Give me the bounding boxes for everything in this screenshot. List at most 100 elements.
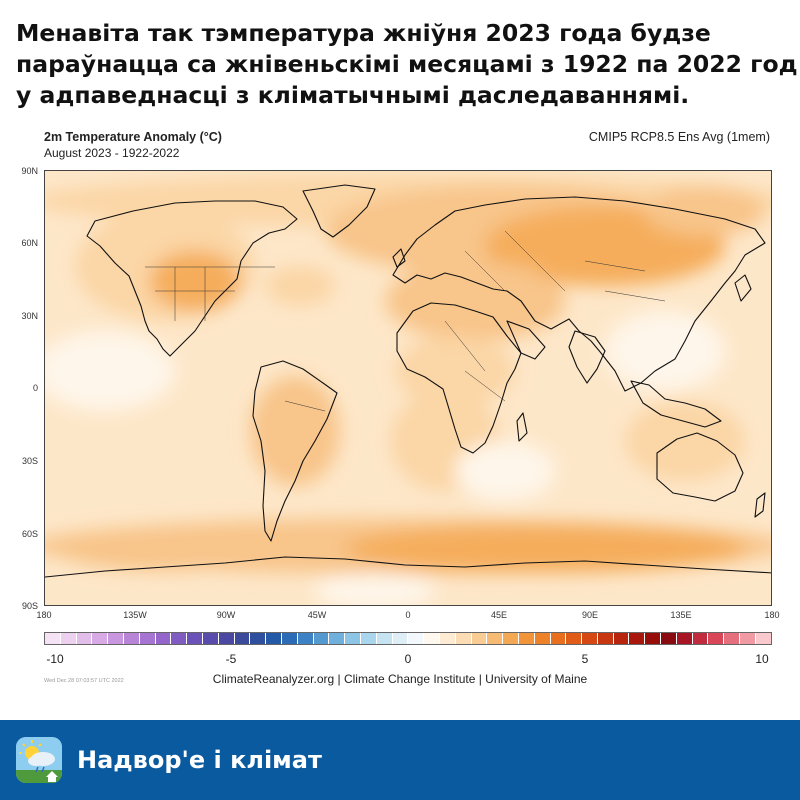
colorbar-swatch [439,633,456,644]
colorbar-swatch [250,633,267,644]
lat-label: 90N [21,166,38,176]
colorbar-swatch [661,633,677,644]
colorbar-swatch [518,633,535,644]
headline: Менавіта так тэмпература жніўня 2023 год… [16,18,798,111]
colorbar-swatch [724,633,741,644]
lat-label: 60S [21,529,38,539]
colorbar-label: 5 [581,652,589,666]
colorbar-swatch [534,633,551,644]
colorbar-label: -10 [46,652,64,666]
weather-icon-graphic [16,737,62,783]
map-model-label: CMIP5 RCP8.5 Ens Avg (1mem) [588,130,770,144]
madagascar-coast [516,412,528,442]
colorbar-swatch [329,633,346,644]
colorbar-swatch [92,633,109,644]
lon-label: 135E [670,610,692,620]
colorbar-swatch [487,633,504,644]
colorbar-swatch [60,633,77,644]
colorbar-swatch [613,633,630,644]
uk-coast [392,248,406,268]
antarctica-coast [45,556,771,578]
lon-label: 90W [216,610,236,620]
lon-label: 45W [307,610,327,620]
arabia-coast [506,320,546,360]
colorbar-swatch [266,633,282,644]
europe-asia-coast [392,196,766,392]
india-coast [568,330,606,384]
colorbar-swatch [471,633,488,644]
colorbar-label: -5 [225,652,237,666]
colorbar [44,632,772,645]
colorbar-swatch [408,633,425,644]
colorbar-swatch [376,633,393,644]
lon-label: 180 [36,610,52,620]
credits: ClimateReanalyzer.org | Climate Change I… [212,672,588,686]
colorbar-swatch [645,633,662,644]
colorbar-swatch [676,633,693,644]
colorbar-swatch [171,633,188,644]
colorbar-swatch [566,633,583,644]
lat-label: 30N [21,311,38,321]
timestamp: Wed Dec 28 07:03:57 UTC 2022 [44,678,124,684]
colorbar-swatch [234,633,251,644]
southeast-asia-coast [630,380,722,428]
lon-label: 90E [581,610,598,620]
colorbar-swatch [281,633,298,644]
lon-label: 45E [490,610,507,620]
lon-label: 135W [123,610,147,620]
greenland-coast [302,184,376,238]
colorbar-swatch [455,633,472,644]
anomaly-map-svg [45,171,771,605]
map-title: 2m Temperature Anomaly (°C) [44,130,222,144]
colorbar-swatch [139,633,156,644]
colorbar-swatch [155,633,172,644]
colorbar-swatch [108,633,124,644]
colorbar-label: 10 [755,652,769,666]
brand-name: Надвор'е і клімат [77,746,322,774]
headline-line: параўнацца са жнівеньскімі месяцамі з 19… [16,50,798,78]
lat-label: 0 [32,383,38,393]
africa-coast [396,302,522,454]
colorbar-swatch [629,633,646,644]
coastlines [45,184,771,578]
colorbar-swatch [692,633,709,644]
colorbar-swatch [313,633,330,644]
colorbar-swatch [740,633,756,644]
lat-label: 60N [21,238,38,248]
colorbar-swatch [597,633,614,644]
colorbar-swatch [582,633,598,644]
map-subtitle: August 2023 - 1922-2022 [44,146,180,160]
lat-label: 30S [21,456,38,466]
headline-line: Менавіта так тэмпература жніўня 2023 год… [16,19,711,47]
colorbar-swatch [187,633,203,644]
lat-label: 90S [21,601,38,611]
anomaly-shading [45,175,771,605]
anomaly-map [44,170,772,606]
colorbar-label: 0 [404,652,412,666]
colorbar-swatch [708,633,725,644]
australia-coast [656,432,744,502]
colorbar-swatch [503,633,519,644]
colorbar-swatch [123,633,140,644]
japan-coast [734,274,752,302]
colorbar-swatch [550,633,567,644]
colorbar-swatch [392,633,409,644]
colorbar-swatch [297,633,314,644]
colorbar-swatch [76,633,93,644]
colorbar-swatch [345,633,361,644]
colorbar-swatch [424,633,440,644]
colorbar-swatch [755,633,771,644]
headline-line: у адпаведнасці з кліматычнымі даследаван… [16,81,690,109]
new-zealand-coast [754,492,766,518]
south-america-coast [252,360,338,542]
weather-app-icon [16,737,62,783]
footer-bar: Надвор'е і клімат [0,720,800,800]
colorbar-swatch [45,633,61,644]
temperature-anomaly-figure: 2m Temperature Anomaly (°C) August 2023 … [0,120,800,720]
lon-label: 0 [405,610,411,620]
borders [145,230,666,412]
colorbar-swatch [360,633,377,644]
colorbar-swatch [202,633,219,644]
colorbar-swatch [218,633,235,644]
lon-label: 180 [764,610,780,620]
